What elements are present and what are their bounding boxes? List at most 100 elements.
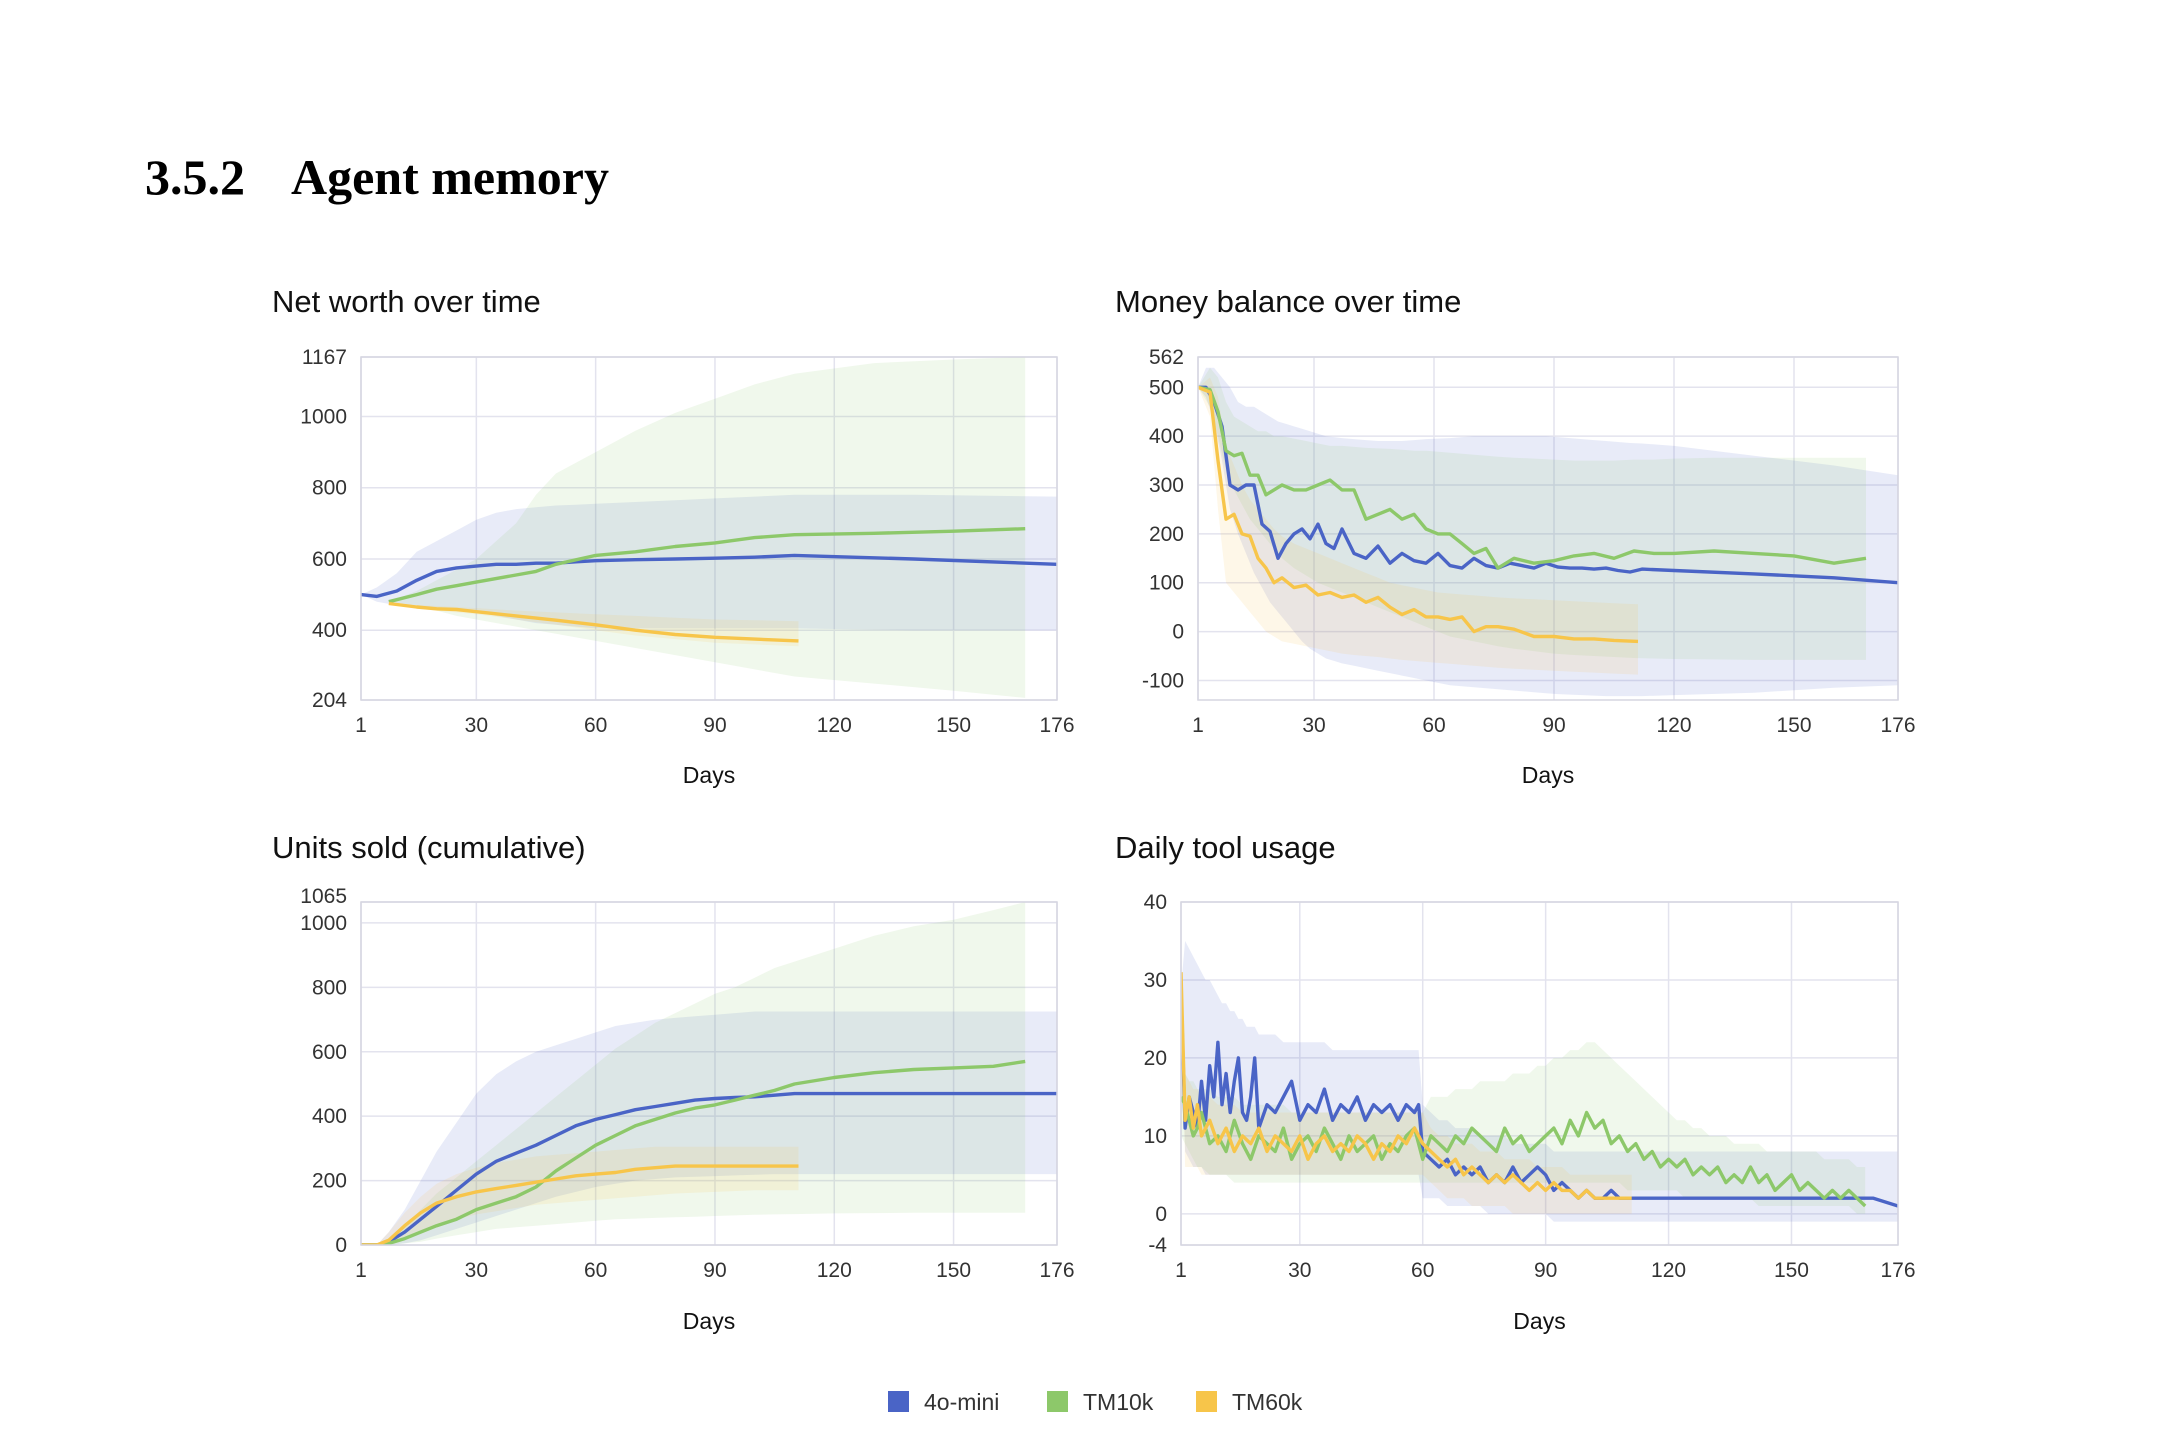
x-tick-label: 1 — [355, 714, 367, 737]
x-axis-label: Days — [683, 762, 735, 788]
x-tick-label: 120 — [1651, 1259, 1686, 1282]
x-tick-label: 1 — [1175, 1259, 1187, 1282]
x-tick-label: 30 — [465, 714, 488, 737]
band-TM10k — [1181, 1042, 1866, 1214]
plot-area — [1198, 367, 1898, 697]
plot-frame — [1197, 356, 1899, 701]
y-tick-label: 600 — [312, 548, 347, 571]
series-line-4o-mini — [361, 1091, 1057, 1245]
legend-swatch — [1047, 1391, 1068, 1412]
x-axis-label: Days — [1513, 1308, 1565, 1334]
x-tick-label: 176 — [1039, 1259, 1074, 1282]
y-tick-label: 400 — [312, 1105, 347, 1128]
plot-frame — [360, 356, 1058, 701]
y-tick-label: -4 — [1148, 1234, 1167, 1257]
plot-frame — [1180, 901, 1899, 1246]
legend: 4o-mini TM10k TM60k — [888, 1389, 1303, 1415]
y-tick-label: 10 — [1144, 1125, 1167, 1148]
y-tick-label: 400 — [1149, 425, 1184, 448]
x-tick-label: 30 — [465, 1259, 488, 1282]
series-line-TM60k — [361, 1164, 799, 1245]
x-tick-label: 150 — [936, 714, 971, 737]
y-tick-label: 562 — [1149, 346, 1184, 369]
plot-area — [361, 357, 1057, 698]
x-tick-label: 150 — [936, 1259, 971, 1282]
x-tick-label: 120 — [817, 714, 852, 737]
y-tick-label: 400 — [312, 619, 347, 642]
x-tick-label: 120 — [817, 1259, 852, 1282]
band-4o-mini — [1181, 941, 1898, 1222]
y-tick-label: 20 — [1144, 1047, 1167, 1070]
band-TM60k — [1198, 377, 1638, 675]
y-tick-label: 800 — [312, 976, 347, 999]
band-TM10k — [361, 902, 1026, 1245]
x-tick-label: 176 — [1039, 714, 1074, 737]
x-tick-label: 60 — [1422, 714, 1445, 737]
y-tick-label: 0 — [335, 1234, 347, 1257]
series-line-TM60k — [388, 601, 799, 643]
plot-area — [361, 902, 1057, 1245]
series-line-TM10k — [361, 1059, 1026, 1245]
legend-label: TM60k — [1232, 1389, 1303, 1415]
chart-4: Daily tool usage 1 30 60 90 120 150 176 -4 0 10 20 3… — [1115, 830, 1916, 1334]
x-tick-label: 150 — [1774, 1259, 1809, 1282]
x-tick-label: 90 — [703, 1259, 726, 1282]
series-line-TM10k — [1181, 1096, 1867, 1208]
x-tick-label: 90 — [703, 714, 726, 737]
x-axis-label: Days — [1522, 762, 1574, 788]
chart-1: Net worth over time 1 30 60 90 120 150 176 204 40… — [272, 284, 1075, 788]
band-4o-mini — [361, 494, 1057, 631]
y-tick-label: 30 — [1144, 969, 1167, 992]
x-tick-label: 90 — [1542, 714, 1565, 737]
section-heading: 3.5.2 Agent memory — [145, 148, 609, 206]
series-line-TM60k — [1181, 972, 1632, 1200]
chart-3: Units sold (cumulative) 1 30 60 90 120 150 176 0… — [272, 830, 1075, 1334]
y-tick-label: 800 — [312, 477, 347, 500]
x-tick-label: 30 — [1288, 1259, 1311, 1282]
y-tick-label: 600 — [312, 1041, 347, 1064]
band-TM60k — [361, 1146, 799, 1245]
band-TM10k — [1198, 367, 1866, 660]
series-line-TM60k — [1198, 385, 1639, 644]
series-line-TM10k — [388, 527, 1026, 604]
x-axis-label: Days — [683, 1308, 735, 1334]
x-tick-label: 60 — [584, 1259, 607, 1282]
chart-title: Daily tool usage — [1115, 830, 1336, 865]
y-tick-label: 500 — [1149, 376, 1184, 399]
y-tick-label: 204 — [312, 689, 347, 712]
x-tick-label: 30 — [1302, 714, 1325, 737]
x-tick-label: 120 — [1656, 714, 1691, 737]
legend-label: TM10k — [1083, 1389, 1154, 1415]
x-tick-label: 90 — [1534, 1259, 1557, 1282]
y-tick-label: 300 — [1149, 474, 1184, 497]
plot-area — [1181, 941, 1898, 1222]
legend-swatch — [1196, 1391, 1217, 1412]
y-tick-label: 40 — [1144, 891, 1167, 914]
y-tick-label: 200 — [312, 1170, 347, 1193]
y-tick-label: -100 — [1142, 669, 1184, 692]
x-tick-label: 60 — [584, 714, 607, 737]
x-tick-label: 176 — [1880, 1259, 1915, 1282]
chart-title: Net worth over time — [272, 284, 541, 319]
legend-swatch — [888, 1391, 909, 1412]
series-line-4o-mini — [1198, 385, 1898, 585]
y-tick-label: 0 — [1172, 621, 1184, 644]
band-TM10k — [388, 357, 1026, 698]
section-title: Agent memory — [291, 149, 609, 205]
x-tick-label: 176 — [1880, 714, 1915, 737]
x-tick-label: 1 — [355, 1259, 367, 1282]
series-line-TM10k — [1198, 385, 1867, 570]
x-tick-label: 60 — [1411, 1259, 1434, 1282]
section-number: 3.5.2 — [145, 149, 245, 205]
y-tick-label: 200 — [1149, 523, 1184, 546]
plot-frame — [360, 901, 1058, 1246]
y-tick-label: 1000 — [300, 912, 347, 935]
x-tick-label: 1 — [1192, 714, 1204, 737]
chart-title: Units sold (cumulative) — [272, 830, 586, 865]
chart-2: Money balance over time 1 30 60 90 120 150 176 -… — [1115, 284, 1916, 788]
y-tick-label: 1000 — [300, 405, 347, 428]
y-tick-label: 0 — [1155, 1203, 1167, 1226]
y-tick-label: 100 — [1149, 572, 1184, 595]
chart-title: Money balance over time — [1115, 284, 1461, 319]
